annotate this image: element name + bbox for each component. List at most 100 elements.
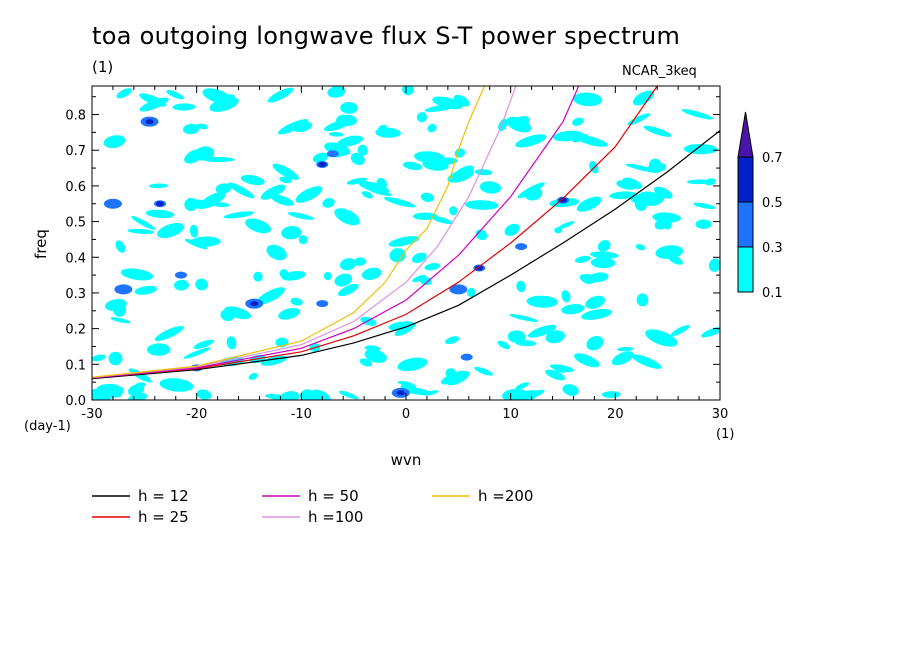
contour-spot bbox=[515, 243, 528, 251]
contour-blob bbox=[312, 152, 329, 163]
contour-blob bbox=[585, 295, 605, 309]
x-tick-label: -30 bbox=[81, 407, 102, 422]
contour-spot-core bbox=[250, 301, 259, 307]
contour-blob bbox=[524, 187, 543, 201]
curve-h12 bbox=[92, 130, 720, 380]
contour-blob bbox=[139, 93, 167, 107]
chart-subtitle: (1) bbox=[92, 58, 114, 76]
contour-blob bbox=[224, 306, 251, 320]
contour-blob bbox=[402, 161, 423, 171]
contour-blob bbox=[189, 224, 199, 238]
contour-blob bbox=[616, 180, 637, 190]
contour-blob bbox=[281, 226, 302, 240]
x-axis-label: wvn bbox=[391, 451, 422, 469]
contour-blob bbox=[182, 123, 200, 135]
contour-blob bbox=[267, 87, 294, 103]
contour-blob bbox=[248, 372, 258, 380]
contour-blob bbox=[553, 365, 568, 373]
contour-blob bbox=[228, 182, 255, 199]
contour-spot-core bbox=[145, 119, 154, 125]
contour-blob bbox=[223, 211, 255, 219]
contour-blob bbox=[504, 223, 520, 236]
contour-blob bbox=[298, 235, 308, 245]
contour-blob bbox=[92, 354, 106, 362]
contour-blob bbox=[597, 240, 611, 252]
contour-blob bbox=[260, 184, 286, 200]
contour-blob bbox=[574, 353, 600, 368]
y-unit-label: (day-1) bbox=[24, 419, 71, 434]
contour-blob bbox=[215, 183, 232, 194]
contour-spot bbox=[114, 284, 133, 295]
contour-blob bbox=[245, 218, 271, 234]
contour-blob bbox=[134, 285, 158, 295]
contour-blob bbox=[281, 270, 306, 281]
contour-blob bbox=[632, 90, 655, 106]
contour-blob bbox=[552, 130, 584, 142]
contour-blob bbox=[358, 181, 390, 194]
contour-blob bbox=[388, 321, 416, 331]
contour-blob bbox=[422, 158, 449, 171]
contour-blob bbox=[148, 183, 168, 189]
contour-blob bbox=[388, 236, 420, 247]
colorbar-label: 0.5 bbox=[762, 196, 783, 211]
curve-h100 bbox=[92, 86, 517, 379]
contour-blob bbox=[627, 113, 651, 126]
contour-blob bbox=[561, 290, 571, 303]
y-axis-label: freq bbox=[32, 229, 50, 259]
contour-blob bbox=[652, 212, 681, 223]
contour-blob bbox=[383, 196, 416, 208]
contour-blob bbox=[253, 271, 263, 282]
contour-blob bbox=[115, 240, 126, 253]
contour-blob bbox=[184, 239, 208, 250]
x-tick-label: 10 bbox=[502, 407, 519, 422]
contour-blob bbox=[646, 162, 667, 173]
contour-blob bbox=[278, 119, 309, 135]
contour-blob bbox=[507, 330, 526, 344]
contour-blob bbox=[350, 152, 365, 165]
contour-blob bbox=[290, 297, 303, 306]
contour-blob bbox=[108, 351, 123, 366]
contour-blob bbox=[203, 156, 235, 163]
contour-blob bbox=[445, 336, 460, 345]
contour-blob bbox=[226, 336, 237, 350]
contour-blob bbox=[193, 339, 214, 349]
contour-blob bbox=[509, 314, 539, 322]
contour-blob bbox=[497, 340, 511, 350]
contour-blob bbox=[695, 219, 712, 230]
axes: -30 -20 -10 0 10 20 30 0.0 0.1 0.2 0.3 0.4 0.5 0.6 0.7… bbox=[65, 86, 728, 422]
contour-blob bbox=[424, 262, 441, 271]
contour-blob bbox=[220, 94, 235, 101]
contour-blob bbox=[375, 127, 401, 138]
contour-blob bbox=[447, 169, 474, 183]
legend-label: h =200 bbox=[478, 487, 533, 505]
contour-blob bbox=[430, 215, 453, 225]
contour-blob bbox=[195, 278, 208, 291]
contour-blob bbox=[412, 274, 427, 283]
contour-blob bbox=[120, 268, 154, 281]
contour-blob bbox=[364, 345, 381, 352]
contour-blob bbox=[454, 148, 466, 158]
contour-blob bbox=[212, 202, 230, 208]
contour-blob bbox=[295, 186, 323, 203]
contour-blob bbox=[609, 191, 637, 200]
dispersion-curves bbox=[92, 86, 720, 380]
x-tick-label: 20 bbox=[607, 407, 624, 422]
y-tick-label: 0.8 bbox=[65, 109, 86, 124]
contour-blob bbox=[255, 287, 285, 305]
contour-blob bbox=[146, 343, 171, 356]
contour-blob bbox=[337, 283, 359, 297]
x-tick-label: 30 bbox=[712, 407, 729, 422]
y-tick-label: 0.4 bbox=[65, 251, 86, 266]
legend-label: h = 12 bbox=[138, 487, 189, 505]
contour-blob bbox=[278, 307, 301, 320]
contour-blob bbox=[502, 388, 530, 400]
contour-blob bbox=[453, 94, 470, 107]
contour-blob bbox=[397, 357, 428, 372]
contour-blob bbox=[515, 382, 530, 390]
contour-spot bbox=[460, 353, 473, 361]
contour-blob bbox=[184, 149, 204, 164]
contour-blob bbox=[432, 96, 463, 110]
contour-blob bbox=[240, 174, 265, 186]
legend-label: h = 25 bbox=[138, 508, 189, 526]
contour-blob bbox=[145, 209, 175, 219]
